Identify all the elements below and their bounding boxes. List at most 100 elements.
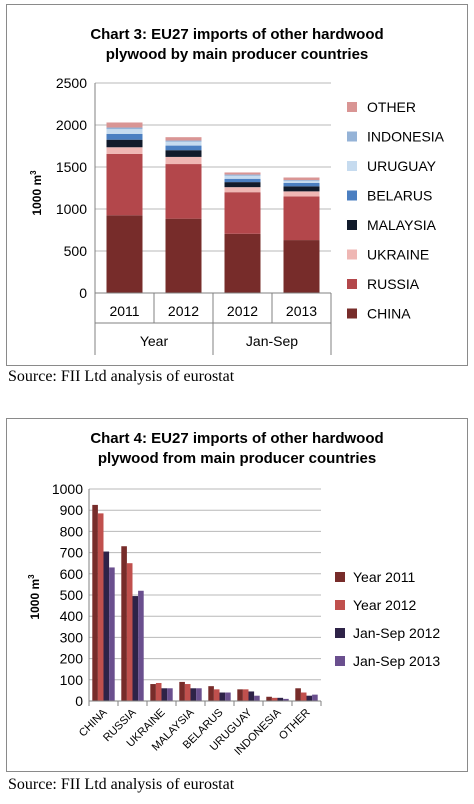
chart4-legend-swatch — [335, 628, 345, 638]
chart4-bar — [196, 688, 202, 701]
chart3-bar-segment — [283, 180, 320, 181]
chart4-title-line1: Chart 4: EU27 imports of other hardwood — [90, 430, 383, 447]
chart4-bar — [150, 684, 156, 701]
chart4-bar — [126, 563, 133, 701]
chart4-y-axis-label: 1000 m3 — [27, 574, 42, 620]
chart4-bar — [132, 596, 139, 701]
chart4-bar — [283, 698, 289, 701]
chart3-legend-label: OTHER — [367, 99, 416, 115]
chart3-bar-segment — [106, 133, 143, 140]
chart3-legend-label: RUSSIA — [367, 276, 420, 292]
chart3-bar-segment — [283, 182, 320, 187]
chart4-y-tick-label: 1000 — [52, 481, 83, 497]
chart4-y-tick-label: 0 — [75, 693, 83, 709]
chart3-x-tick-label: 2012 — [168, 303, 199, 319]
chart4-legend-label: Year 2012 — [353, 597, 417, 613]
chart4-svg: Chart 4: EU27 imports of other hardwood … — [27, 430, 440, 758]
chart3-bar-segment — [106, 129, 143, 134]
chart3-x-tick-label: 2012 — [227, 303, 258, 319]
chart4-y-tick-label: 100 — [60, 672, 84, 688]
chart3-bar-segment — [106, 147, 143, 154]
chart4-bar — [219, 692, 226, 701]
chart3-bar-segment — [106, 122, 143, 128]
chart4-y-tick-label: 700 — [60, 545, 84, 561]
chart3-group-label: Year — [140, 333, 169, 349]
chart4-bar — [138, 590, 144, 701]
chart3-x-tick-label: 2013 — [286, 303, 317, 319]
chart3-y-axis-label: 1000 m3 — [29, 170, 44, 216]
chart4-bar — [155, 682, 162, 701]
chart4-y-tick-label: 900 — [60, 502, 84, 518]
chart4-y-tick-label: 800 — [60, 523, 84, 539]
chart4-bar — [92, 504, 98, 701]
chart3-y-tick-label: 1000 — [56, 201, 87, 217]
chart3-bar-segment — [283, 240, 320, 293]
chart3-y-tick-label: 2000 — [56, 117, 87, 133]
chart3-legend-swatch — [347, 161, 357, 171]
chart4-y-tick-label: 600 — [60, 566, 84, 582]
chart4-bar — [208, 686, 214, 701]
chart3-bar-segment — [165, 150, 202, 157]
chart3-bar-segment — [165, 137, 202, 141]
chart3-y-tick-label: 1500 — [56, 159, 87, 175]
chart3-title-line1: Chart 3: EU27 imports of other hardwood — [90, 26, 383, 43]
chart3-legend-swatch — [347, 190, 357, 201]
chart3-bar-segment — [224, 187, 261, 193]
chart3-legend-label: UKRAINE — [367, 247, 429, 263]
chart4-y-tick-label: 500 — [60, 587, 84, 603]
chart4-bar — [97, 513, 104, 701]
chart4-bar — [225, 692, 231, 701]
chart3-legend-label: BELARUS — [367, 188, 432, 204]
chart3-bar-segment — [106, 215, 143, 293]
chart4-bar — [277, 697, 284, 701]
chart4-legend-swatch — [335, 656, 345, 666]
chart4-legend-label: Jan-Sep 2013 — [353, 653, 440, 669]
chart4-bar — [167, 688, 173, 701]
chart3-bar-segment — [224, 174, 261, 176]
chart3-bar-segment — [106, 139, 143, 148]
chart3-legend-swatch — [347, 279, 357, 289]
chart3-source: Source: FII Ltd analysis of eurostat — [8, 368, 235, 385]
chart3-legend-label: URUGUAY — [367, 158, 437, 174]
chart4-bar — [237, 689, 243, 701]
chart3-legend-label: INDONESIA — [367, 129, 445, 145]
chart4-bar — [271, 697, 278, 701]
chart3-bar-segment — [283, 196, 320, 241]
chart3-bar-segment — [106, 127, 143, 130]
chart4-title-line2: plywood from main producer countries — [98, 450, 376, 467]
chart4-legend-label: Year 2011 — [353, 569, 415, 585]
chart3-bar-segment — [224, 178, 261, 183]
chart3-bar-segment — [283, 186, 320, 192]
chart3-legend-label: CHINA — [367, 306, 411, 322]
chart3-bar-segment — [165, 141, 202, 146]
chart4-bar — [179, 681, 185, 701]
chart3-group-label: Jan-Sep — [246, 333, 298, 349]
chart4-bar — [266, 696, 272, 701]
chart4-bar — [248, 691, 255, 701]
chart3-bar-segment — [224, 192, 261, 234]
chart4-bar — [300, 692, 307, 701]
chart3-legend-swatch — [347, 308, 357, 319]
chart4-legend-swatch — [335, 600, 345, 610]
chart4-bar — [242, 689, 249, 701]
chart4-bar — [306, 695, 313, 701]
chart4-y-tick-label: 200 — [60, 651, 84, 667]
chart3-x-tick-label: 2011 — [109, 303, 139, 319]
chart3-legend-label: MALAYSIA — [367, 217, 437, 233]
chart4-legend-label: Jan-Sep 2012 — [353, 625, 440, 641]
chart4-source: Source: FII Ltd analysis of eurostat — [8, 776, 235, 793]
chart3-legend-swatch — [347, 249, 357, 260]
chart4-bar — [190, 688, 197, 701]
chart3-bar-segment — [165, 140, 202, 142]
chart3-bar-segment — [224, 175, 261, 179]
chart3-bar-segment — [165, 218, 202, 293]
chart3-legend-swatch — [347, 131, 357, 142]
chart4-frame: Chart 4: EU27 imports of other hardwood … — [6, 418, 468, 772]
chart3-svg: Chart 3: EU27 imports of other hardwood … — [29, 26, 445, 355]
chart3-bar-segment — [165, 164, 202, 219]
chart3-bar-segment — [106, 153, 143, 216]
chart3-frame: Chart 3: EU27 imports of other hardwood … — [6, 4, 468, 366]
chart3-legend-swatch — [347, 102, 357, 112]
chart4-bar — [109, 567, 115, 701]
chart3-y-tick-label: 0 — [79, 285, 87, 301]
